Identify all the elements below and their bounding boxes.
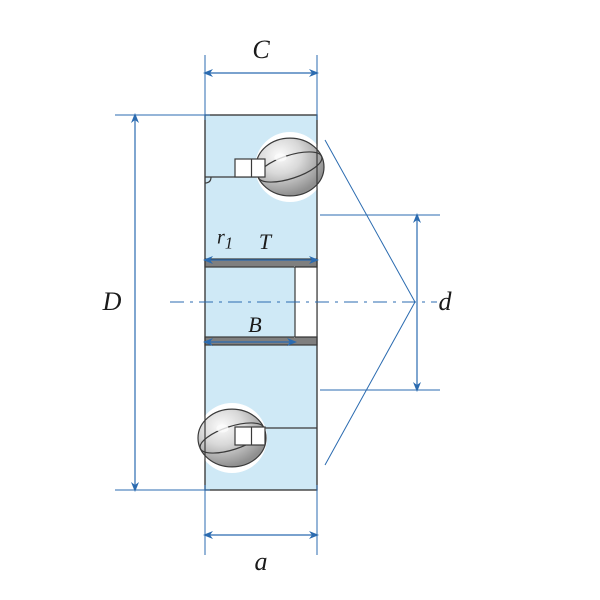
diagram-stage: D d C a T B r1 <box>0 0 600 600</box>
label-a: a <box>255 549 268 575</box>
label-r1: r1 <box>217 228 233 253</box>
label-d: d <box>439 289 452 315</box>
label-T: T <box>259 231 271 253</box>
label-B: B <box>248 314 261 336</box>
label-D: D <box>103 289 122 315</box>
bearing-cross-section-svg <box>0 0 600 600</box>
label-C: C <box>252 37 269 63</box>
